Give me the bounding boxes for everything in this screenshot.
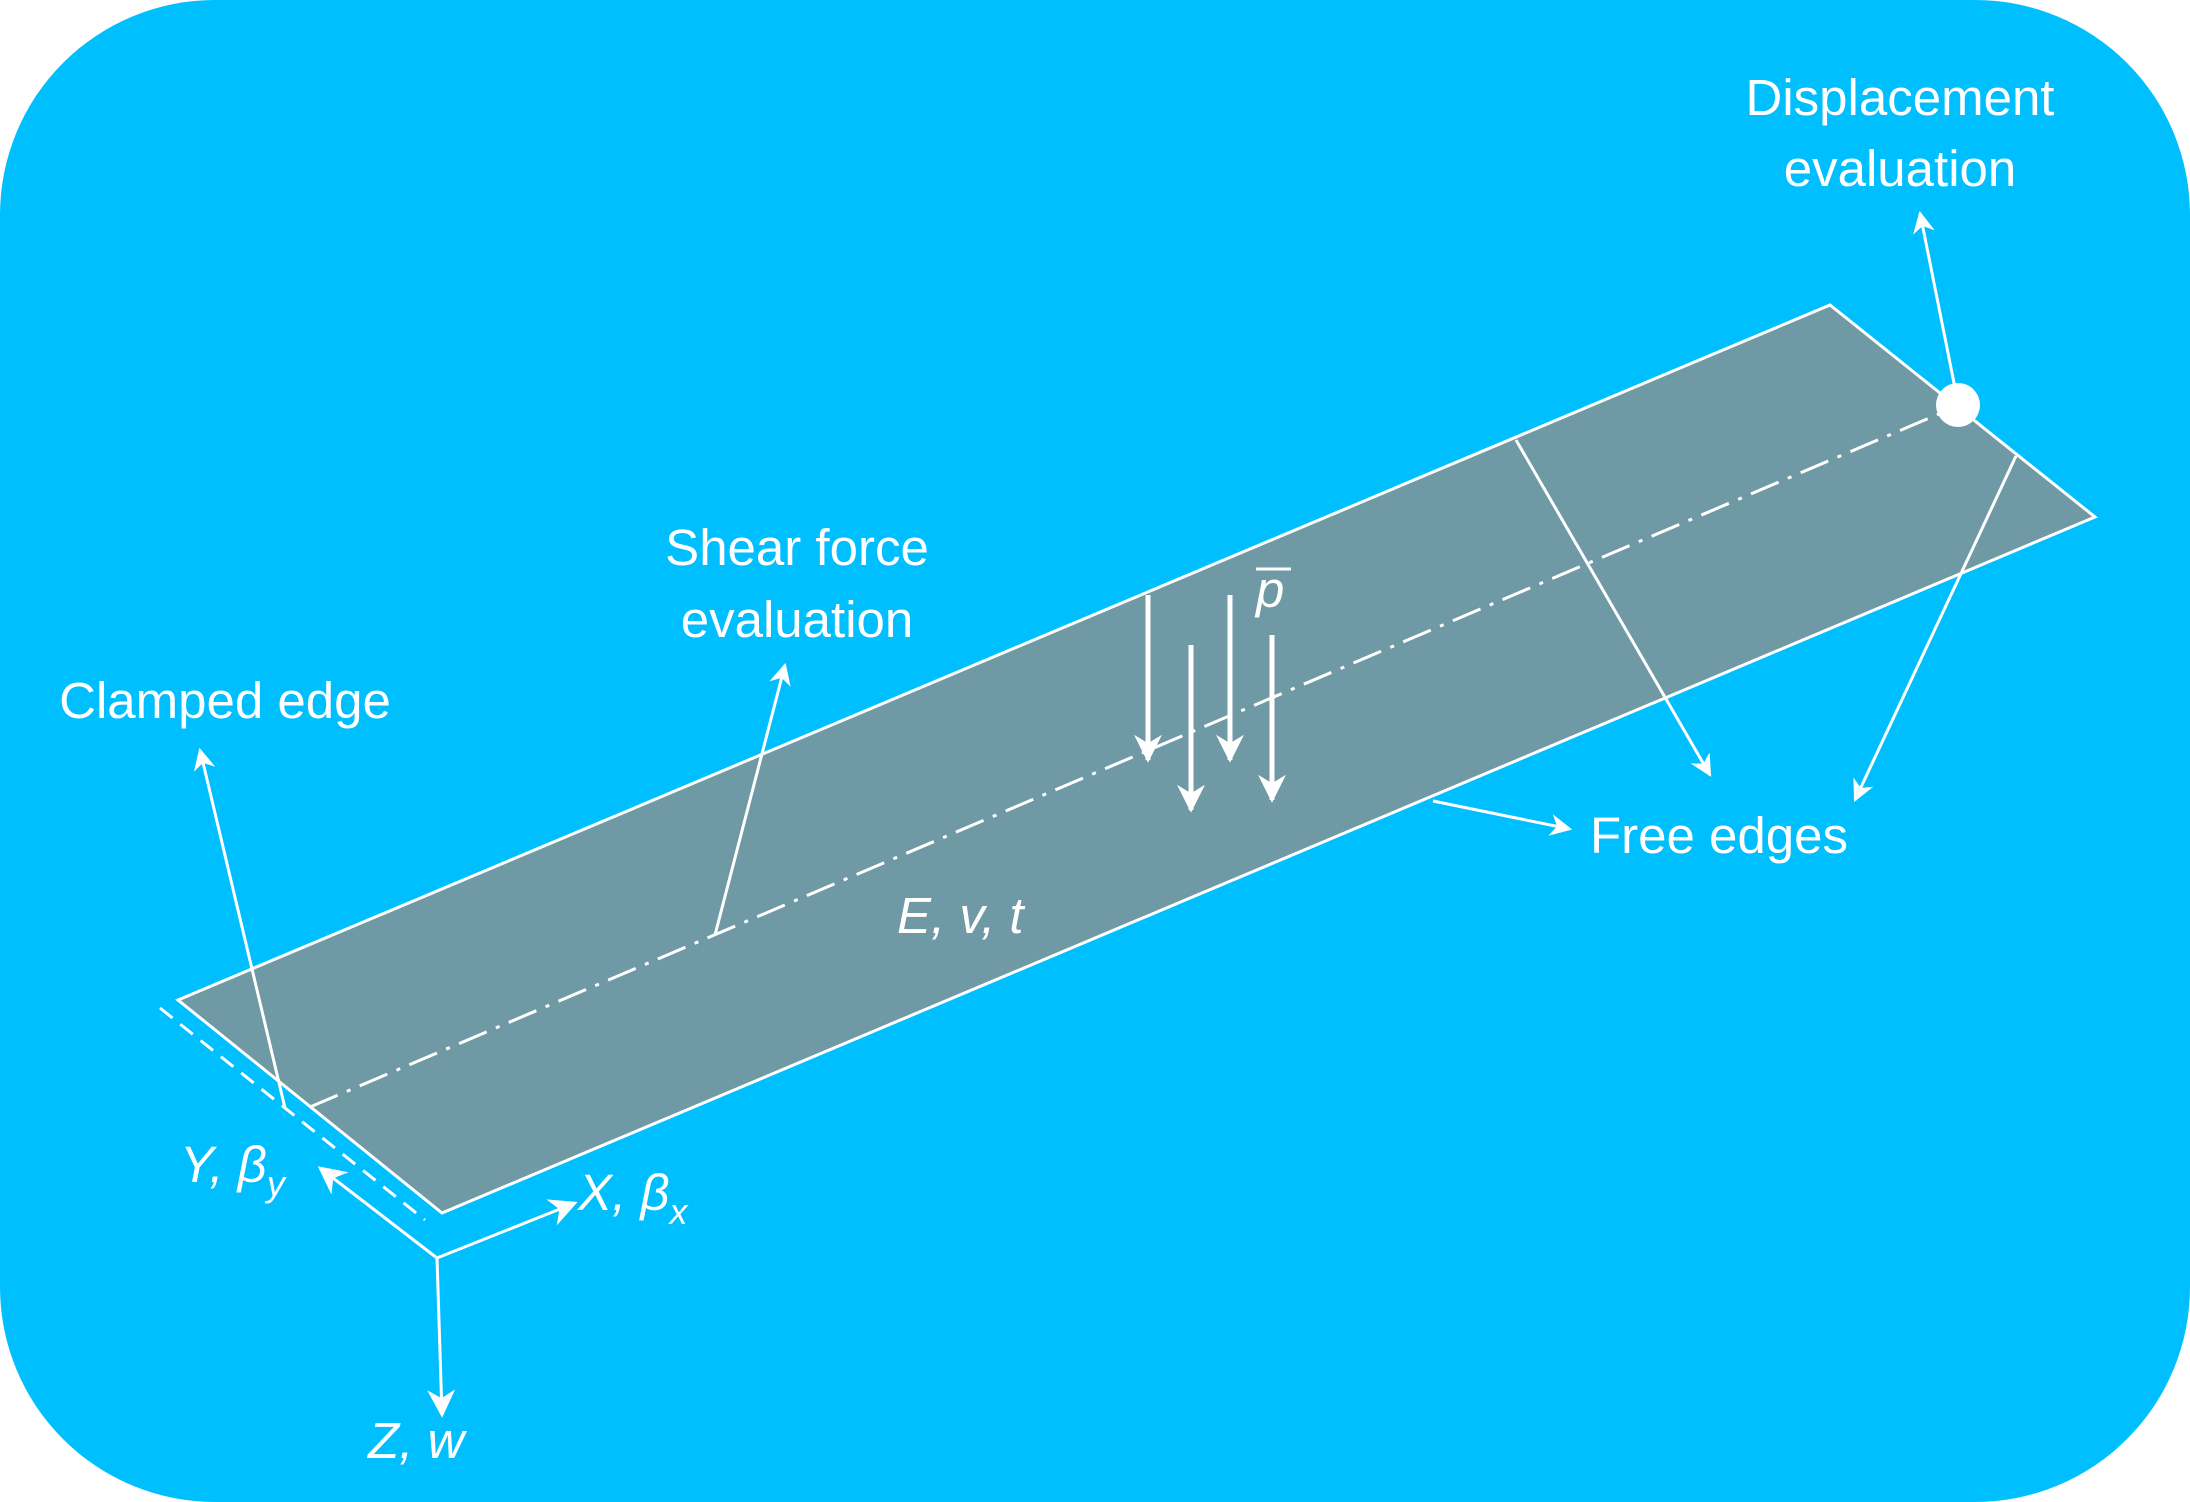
shear-label-line1: Shear force [665, 519, 929, 576]
centerline [309, 403, 1961, 1109]
axis-x-label: X, βx [577, 1164, 690, 1232]
axis-x-subscript: x [668, 1191, 690, 1232]
axis-y-label: Y, βy [180, 1136, 287, 1204]
free-edges-label: Free edges [1590, 807, 1848, 864]
axis-y-subscript: y [264, 1163, 287, 1204]
section-line [1514, 439, 1712, 777]
displacement-label-line2: evaluation [1784, 140, 2017, 197]
material-label: E, v, t [897, 887, 1025, 944]
displacement-label-line1: Displacement [1746, 69, 2055, 126]
axis-z-line [427, 1257, 456, 1418]
clamped-label: Clamped edge [59, 672, 391, 729]
axis-y-line [317, 1166, 438, 1260]
axis-z-label: Z, w [367, 1412, 467, 1469]
displacement-pointer [1913, 210, 1960, 404]
displacement-point [1936, 383, 1980, 427]
load-label: p [1254, 561, 1284, 618]
shear-label-line2: evaluation [681, 591, 914, 648]
free-edge-pointer-bottom [1432, 799, 1573, 836]
clamped-edge-dash [159, 1006, 426, 1222]
free-edge-pointer-right [1853, 455, 2018, 802]
clamped-pointer [193, 747, 287, 1109]
axis-x-line [436, 1199, 578, 1260]
shear-pointer [713, 662, 791, 936]
